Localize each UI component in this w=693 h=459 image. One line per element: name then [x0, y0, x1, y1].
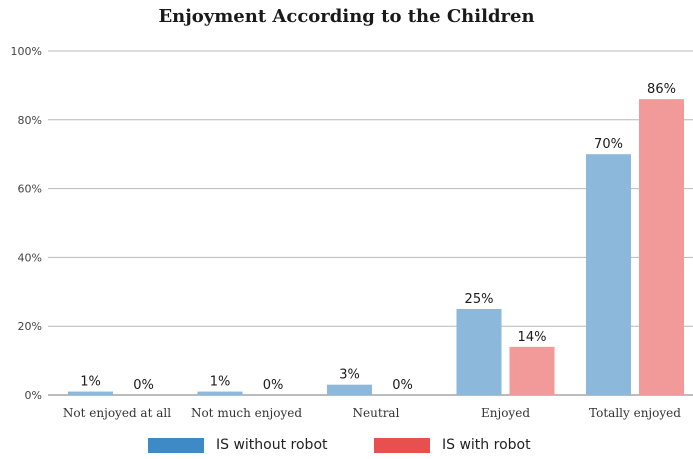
bar-chart: 0% 20% 40% 60% 80% 100% 1% 0% Not enjoyed at all…: [11, 45, 693, 420]
x-tick-label: Enjoyed: [481, 406, 530, 420]
data-label: 0%: [133, 378, 154, 393]
bar: [509, 346, 555, 395]
data-label: 1%: [80, 375, 101, 390]
y-tick-label: 80%: [18, 114, 42, 127]
bar: [197, 391, 243, 395]
x-tick-label: Not much enjoyed: [191, 406, 302, 420]
legend-swatch-with-robot: [374, 437, 430, 453]
chart-title: Enjoyment According to the Children: [158, 6, 535, 27]
bar: [586, 154, 631, 395]
data-label: 3%: [339, 368, 360, 383]
data-label: 25%: [465, 292, 494, 307]
x-tick-label: Not enjoyed at all: [63, 406, 171, 420]
y-tick-label: 20%: [18, 320, 42, 333]
legend-label-with-robot: IS with robot: [442, 437, 531, 453]
y-tick-label: 60%: [18, 183, 42, 196]
legend: IS without robot IS with robot: [0, 437, 693, 457]
bar: [68, 391, 113, 395]
legend-swatch-without-robot: [148, 437, 204, 453]
legend-item-without-robot: IS without robot: [148, 437, 328, 453]
legend-label-without-robot: IS without robot: [216, 437, 328, 453]
legend-item-with-robot: IS with robot: [374, 437, 531, 453]
data-label: 14%: [518, 330, 547, 345]
bar: [639, 99, 684, 395]
data-label: 1%: [210, 375, 231, 390]
data-label: 70%: [594, 137, 623, 152]
y-tick-label: 100%: [11, 45, 42, 58]
data-label: 0%: [392, 378, 413, 393]
bar: [327, 384, 372, 395]
y-tick-label: 0%: [25, 389, 42, 402]
bar: [456, 309, 502, 395]
y-tick-label: 40%: [18, 251, 42, 264]
data-label: 86%: [647, 82, 676, 97]
data-label: 0%: [263, 378, 284, 393]
x-tick-label: Neutral: [353, 406, 400, 420]
x-tick-label: Totally enjoyed: [589, 406, 681, 420]
